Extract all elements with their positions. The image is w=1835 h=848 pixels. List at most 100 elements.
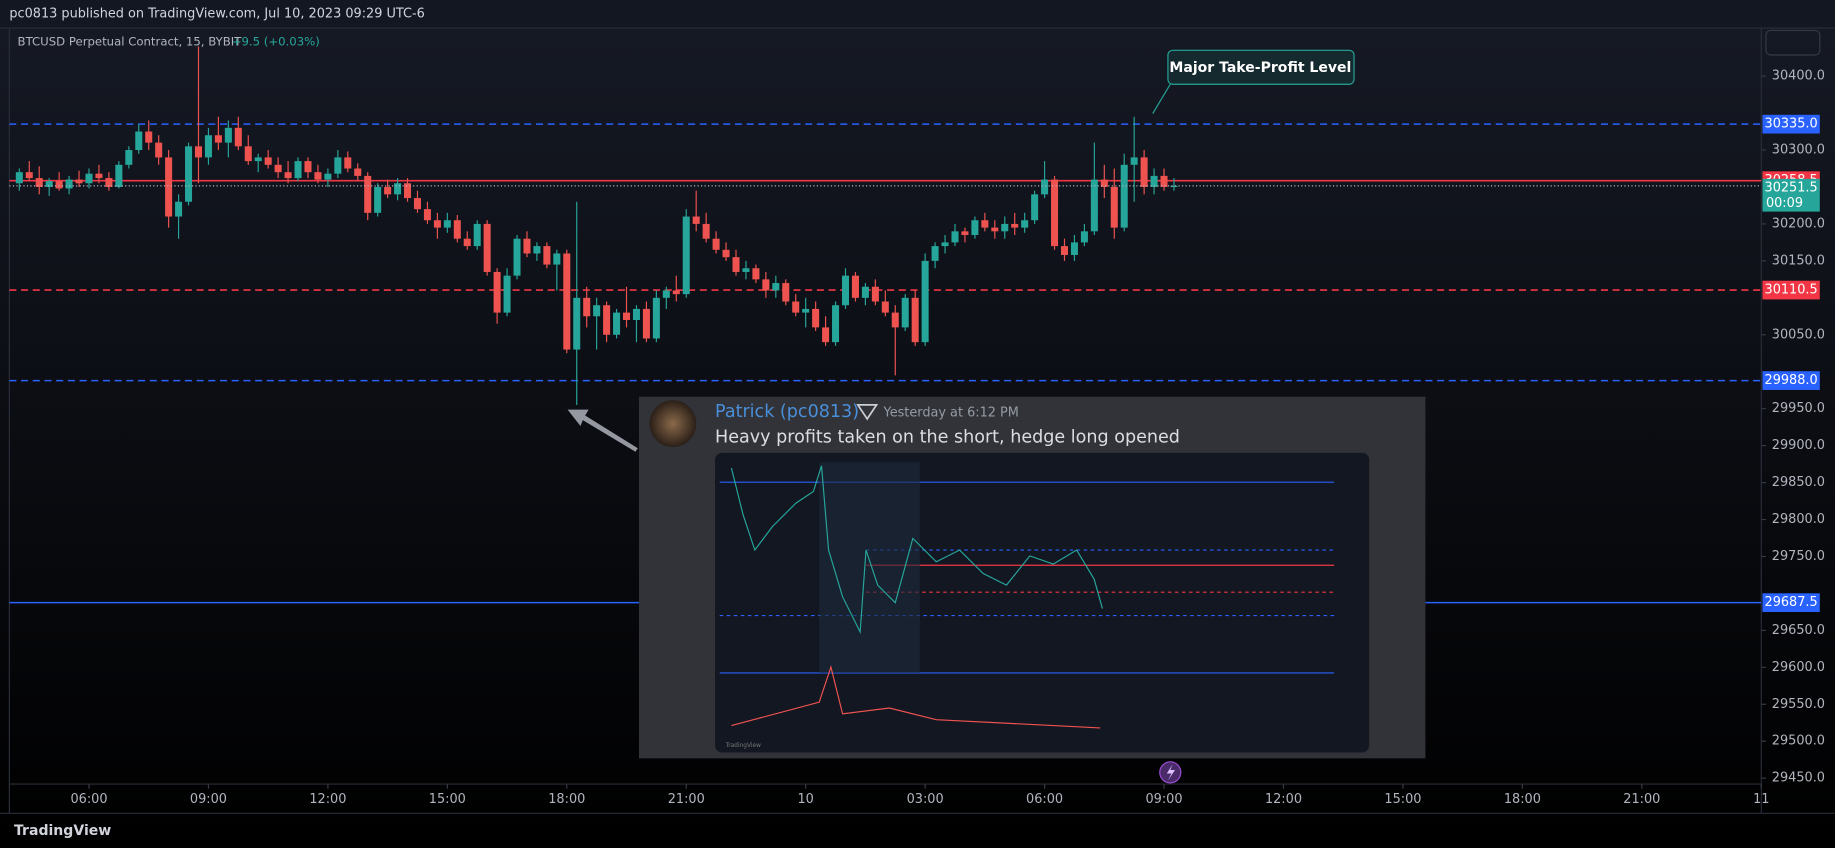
candle-body xyxy=(782,283,790,302)
candle-body xyxy=(712,238,720,250)
y-tick-label: 30200.0 xyxy=(1772,216,1825,231)
candle-body xyxy=(95,173,103,179)
candle-body xyxy=(593,305,601,317)
candle-body xyxy=(1120,164,1128,228)
candle-body xyxy=(583,297,591,317)
level-label: 30110.5 xyxy=(1765,283,1818,298)
candle-body xyxy=(971,220,979,236)
legend-symbol: BTCUSD Perpetual Contract, 15, BYBIT xyxy=(18,35,243,49)
candle-body xyxy=(493,271,501,313)
candle-body xyxy=(1150,175,1158,187)
x-tick-label: 15:00 xyxy=(429,792,466,807)
avatar xyxy=(649,400,697,448)
author-name[interactable]: Patrick (pc0813) xyxy=(715,402,859,422)
candle-body xyxy=(732,257,740,272)
attached-image[interactable] xyxy=(715,452,1370,753)
y-tick-label: 29450.0 xyxy=(1772,771,1825,786)
candle-body xyxy=(961,231,969,236)
candle-body xyxy=(941,242,949,247)
candle-body xyxy=(423,209,431,221)
y-tick-label: 29600.0 xyxy=(1772,660,1825,675)
x-tick-label: 11 xyxy=(1753,792,1769,807)
candle-body xyxy=(35,178,43,187)
candle-body xyxy=(603,305,611,335)
candle-body xyxy=(802,308,810,313)
candle-body xyxy=(841,275,850,306)
candle-body xyxy=(443,220,451,228)
y-tick-label: 29650.0 xyxy=(1772,623,1825,638)
candle-body xyxy=(563,253,571,350)
candle-body xyxy=(404,183,412,199)
candle-body xyxy=(214,135,222,143)
y-tick-label: 29550.0 xyxy=(1772,697,1825,712)
candle-body xyxy=(314,172,322,180)
event-bolt xyxy=(1166,764,1175,781)
candle-body xyxy=(1070,242,1078,255)
x-tick-label: 12:00 xyxy=(1265,792,1302,807)
candle-body xyxy=(692,216,700,224)
countdown: 00:09 xyxy=(1766,196,1803,211)
candle-body xyxy=(752,268,760,280)
candle-body xyxy=(185,146,193,202)
candle-body xyxy=(762,279,770,291)
candle-body xyxy=(473,223,481,247)
callout: Major Take-Profit Level xyxy=(1152,49,1355,114)
callout-text: Major Take-Profit Level xyxy=(1169,60,1351,76)
candle-body xyxy=(204,135,212,158)
message-text: Heavy profits taken on the short, hedge … xyxy=(715,428,1180,448)
candle-body xyxy=(812,308,820,328)
candle-body xyxy=(374,186,382,213)
candle-body xyxy=(742,268,750,272)
candle-body xyxy=(553,253,561,265)
candle-body xyxy=(1051,179,1059,247)
candle-body xyxy=(1160,175,1168,187)
footer-logo: TradingView xyxy=(14,823,111,839)
candle-body xyxy=(1110,186,1118,228)
candle-body xyxy=(1100,179,1108,187)
candle-body xyxy=(75,179,83,184)
candle-body xyxy=(1060,246,1069,255)
candle-body xyxy=(224,127,232,143)
y-tick-label: 29800.0 xyxy=(1772,512,1825,527)
candle-body xyxy=(483,223,491,272)
candle-body xyxy=(194,146,202,158)
x-tick-label: 15:00 xyxy=(1384,792,1421,807)
axis-button[interactable] xyxy=(1765,29,1821,56)
y-tick-label: 30050.0 xyxy=(1772,327,1825,342)
candle-body xyxy=(65,179,73,189)
candle-body xyxy=(652,297,660,339)
candle-body xyxy=(921,260,929,343)
level-label: 29988.0 xyxy=(1765,373,1818,388)
candle-body xyxy=(354,168,362,176)
candle-body xyxy=(1090,179,1098,232)
candle-body xyxy=(433,220,441,228)
candle-body xyxy=(294,161,302,179)
candle-body xyxy=(364,175,372,213)
x-tick-label: 03:00 xyxy=(907,792,944,807)
candle-body xyxy=(623,312,631,320)
candle-body xyxy=(1021,220,1029,228)
candle-body xyxy=(1080,231,1088,243)
candle-body xyxy=(642,308,650,339)
x-tick-label: 09:00 xyxy=(1145,792,1182,807)
x-tick-label: 06:00 xyxy=(1026,792,1063,807)
candle-body xyxy=(284,172,292,179)
candle-body xyxy=(344,157,352,169)
candle-body xyxy=(682,216,690,295)
candle-body xyxy=(334,157,342,174)
candle-body xyxy=(394,183,402,195)
candle-body xyxy=(503,275,511,313)
candle-body xyxy=(254,157,262,162)
message-embed: Patrick (pc0813) Yesterday at 6:12 PM He… xyxy=(638,396,1426,759)
last-price-label-bg xyxy=(1762,178,1820,212)
candle-body xyxy=(45,181,53,187)
candle-body xyxy=(85,173,93,184)
header-text: pc0813 published on TradingView.com, Jul… xyxy=(9,7,424,22)
y-tick-label: 29900.0 xyxy=(1772,438,1825,453)
candle-body xyxy=(105,178,113,187)
candle-body xyxy=(125,150,133,165)
candle-body xyxy=(145,131,153,143)
candle-body xyxy=(533,246,541,254)
y-tick-label: 29950.0 xyxy=(1772,401,1825,416)
candle-body xyxy=(304,161,312,173)
